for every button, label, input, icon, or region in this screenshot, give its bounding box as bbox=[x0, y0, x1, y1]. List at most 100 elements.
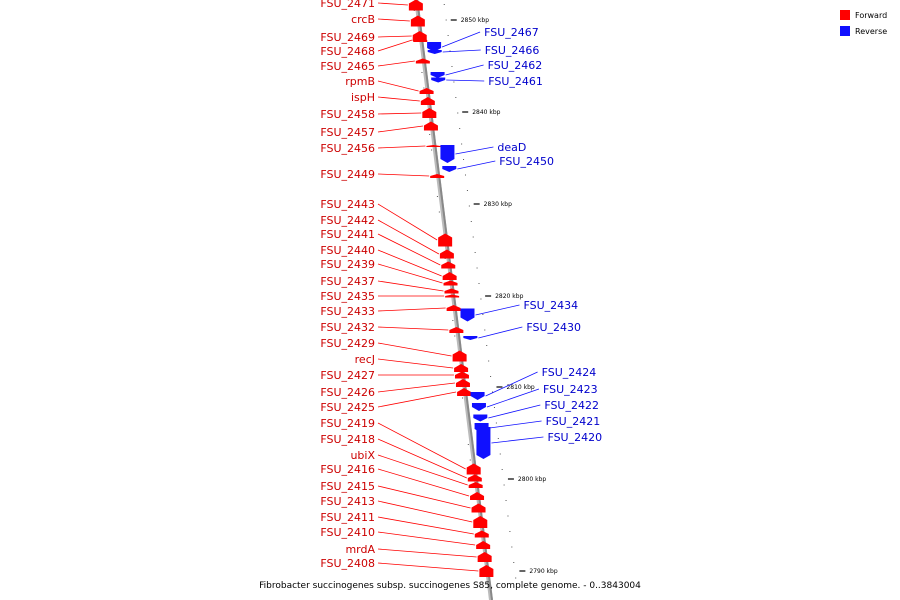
reverse-gene-glyph bbox=[463, 336, 478, 340]
reverse-gene-leader bbox=[478, 326, 523, 339]
track-dot bbox=[436, 196, 438, 197]
reverse-gene-leader bbox=[445, 64, 484, 76]
forward-gene-leader bbox=[377, 60, 415, 67]
forward-gene-leader bbox=[377, 39, 413, 52]
reverse-gene-label: FSU_2424 bbox=[542, 366, 597, 379]
track-dot bbox=[457, 112, 459, 114]
reverse-gene: FSU_2467 bbox=[427, 26, 539, 52]
forward-gene: FSU_2465 bbox=[320, 58, 430, 73]
forward-gene-label: mrdA bbox=[345, 543, 375, 556]
forward-gene-leader bbox=[377, 145, 426, 149]
figure-caption: Fibrobacter succinogenes subsp. succinog… bbox=[259, 581, 641, 591]
reverse-gene-leader bbox=[446, 79, 485, 82]
legend-label-reverse: Reverse bbox=[855, 27, 887, 36]
reverse-gene-glyph bbox=[460, 308, 475, 322]
track-dot bbox=[476, 267, 478, 269]
track-dot bbox=[453, 81, 455, 83]
tick-label: 2830 kbp bbox=[484, 201, 512, 208]
forward-gene-glyph bbox=[439, 249, 454, 259]
track-dot bbox=[515, 577, 517, 579]
forward-gene-glyph bbox=[454, 371, 469, 379]
forward-gene-label: FSU_2418 bbox=[320, 433, 375, 446]
reverse-gene-label: FSU_2421 bbox=[546, 415, 601, 428]
forward-gene-label: FSU_2410 bbox=[320, 526, 375, 539]
forward-gene-leader bbox=[377, 326, 449, 331]
reverse-gene-label: FSU_2467 bbox=[484, 26, 539, 39]
forward-gene: FSU_2426 bbox=[320, 379, 470, 399]
forward-gene: FSU_2471 bbox=[320, 0, 423, 11]
track-dot bbox=[452, 320, 454, 321]
reverse-gene-layer: FSU_2467FSU_2466FSU_2462FSU_2461deaDFSU_… bbox=[427, 26, 602, 459]
forward-gene: FSU_2469 bbox=[320, 31, 427, 44]
forward-gene: FSU_2425 bbox=[320, 388, 472, 414]
forward-gene-label: FSU_2458 bbox=[320, 108, 375, 121]
forward-gene-leader bbox=[377, 548, 477, 558]
forward-gene-label: FSU_2469 bbox=[320, 31, 375, 44]
forward-gene-glyph bbox=[479, 565, 494, 577]
forward-gene-label: FSU_2456 bbox=[320, 142, 375, 155]
forward-gene-glyph bbox=[449, 327, 464, 333]
forward-gene-label: rpmB bbox=[345, 75, 375, 88]
tick-label: 2850 kbp bbox=[461, 17, 489, 24]
reverse-gene: FSU_2422 bbox=[473, 399, 599, 422]
track-dot bbox=[429, 134, 431, 135]
reverse-gene-leader bbox=[486, 388, 540, 408]
forward-gene: FSU_2410 bbox=[320, 526, 491, 549]
track-dot bbox=[423, 87, 425, 89]
forward-gene-label: FSU_2427 bbox=[320, 369, 375, 382]
track-dot bbox=[462, 397, 464, 399]
forward-gene-leader bbox=[377, 342, 452, 357]
forward-gene-label: FSU_2432 bbox=[320, 321, 375, 334]
reverse-gene-glyph bbox=[442, 166, 457, 172]
tick-label: 2840 kbp bbox=[472, 109, 500, 116]
forward-gene-leader bbox=[377, 233, 441, 266]
track-dot bbox=[511, 546, 513, 548]
forward-gene: FSU_2432 bbox=[320, 321, 464, 334]
forward-gene: FSU_2411 bbox=[320, 511, 489, 538]
reverse-gene-glyph bbox=[476, 427, 491, 459]
track-dot bbox=[493, 407, 495, 408]
forward-gene-leader bbox=[377, 531, 476, 546]
reverse-gene-leader bbox=[475, 304, 520, 316]
track-dot bbox=[454, 335, 456, 337]
reverse-gene-glyph bbox=[470, 392, 485, 400]
forward-gene-label: FSU_2415 bbox=[320, 480, 375, 493]
track-dot bbox=[485, 583, 487, 585]
reverse-gene-label: FSU_2450 bbox=[499, 155, 554, 168]
forward-gene-glyph bbox=[415, 58, 430, 64]
forward-gene-label: FSU_2425 bbox=[320, 401, 375, 414]
forward-gene-leader bbox=[377, 454, 468, 486]
legend-swatch-forward bbox=[840, 10, 850, 20]
track-dot bbox=[488, 360, 490, 362]
forward-gene: mrdA bbox=[345, 543, 492, 562]
track-dot bbox=[455, 97, 457, 98]
track-dot bbox=[499, 453, 501, 455]
tick-label: 2820 kbp bbox=[495, 293, 523, 300]
forward-gene-glyph bbox=[466, 463, 481, 475]
forward-gene-label: FSU_2439 bbox=[320, 258, 375, 271]
reverse-gene-glyph bbox=[473, 414, 488, 422]
forward-gene: FSU_2429 bbox=[320, 337, 467, 362]
forward-gene: FSU_2416 bbox=[320, 463, 485, 500]
track-dot bbox=[445, 19, 447, 21]
track-dot bbox=[459, 128, 461, 129]
forward-gene-leader bbox=[377, 562, 479, 572]
track-dot bbox=[469, 459, 471, 461]
forward-gene: FSU_2419 bbox=[320, 417, 481, 475]
forward-gene-glyph bbox=[408, 0, 423, 11]
forward-gene: FSU_2437 bbox=[320, 275, 459, 294]
reverse-gene-label: FSU_2422 bbox=[544, 399, 599, 412]
forward-gene: rpmB bbox=[345, 75, 434, 94]
legend-label-forward: Forward bbox=[855, 11, 887, 20]
forward-gene-glyph bbox=[445, 294, 460, 298]
reverse-gene-label: FSU_2420 bbox=[547, 431, 602, 444]
track-dot bbox=[466, 190, 468, 191]
legend: Forward Reverse bbox=[840, 10, 887, 36]
forward-gene-leader bbox=[377, 358, 454, 369]
forward-gene: FSU_2439 bbox=[320, 258, 458, 286]
forward-gene: FSU_2408 bbox=[320, 557, 494, 577]
legend-swatch-reverse bbox=[840, 26, 850, 36]
track-dot bbox=[501, 469, 503, 470]
tick-label: 2800 kbp bbox=[518, 476, 546, 483]
